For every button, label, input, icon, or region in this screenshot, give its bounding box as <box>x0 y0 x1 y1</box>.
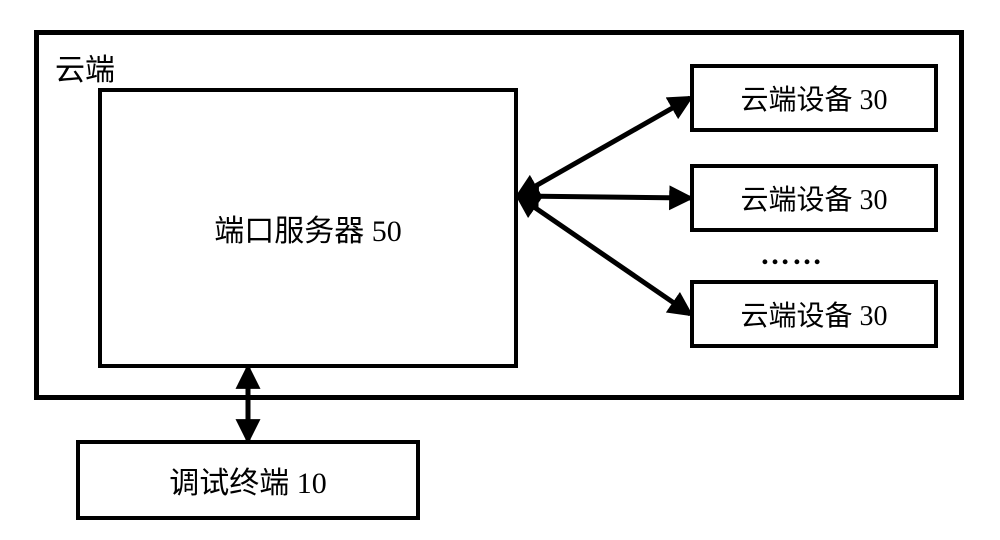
edge-arrow <box>518 196 690 198</box>
edge-arrow <box>518 98 690 196</box>
edges-layer <box>0 0 1000 540</box>
edge-arrow <box>518 196 690 314</box>
